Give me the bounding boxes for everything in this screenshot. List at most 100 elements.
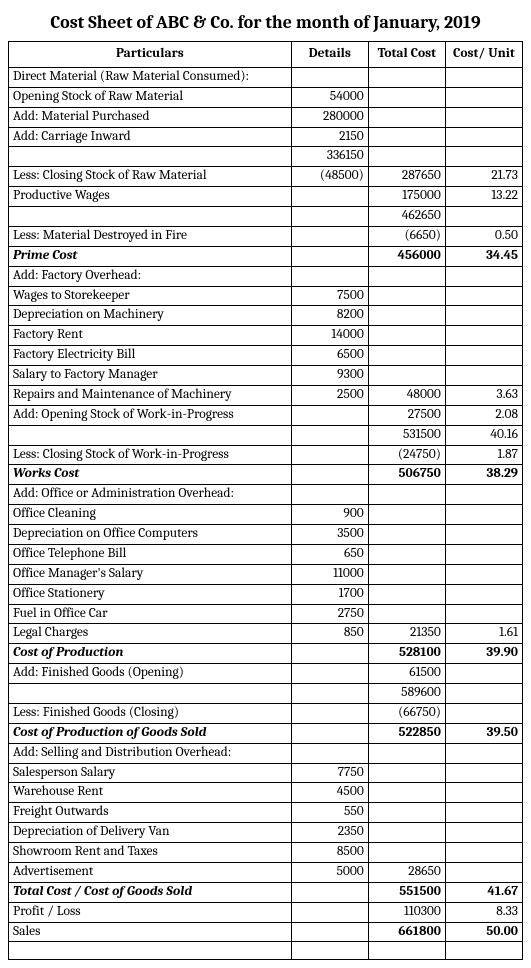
table-row: Advertisement500028650 xyxy=(9,862,523,882)
table-row: Freight Outwards550 xyxy=(9,803,523,823)
table-row: Repairs and Maintenance of Machinery2500… xyxy=(9,385,523,405)
cell-cost-unit xyxy=(445,763,522,783)
table-row: Profit / Loss1103008.33 xyxy=(9,902,523,922)
cell-total-cost xyxy=(368,266,445,286)
cell-cost-unit xyxy=(445,366,522,386)
cell-details: 8500 xyxy=(291,843,368,863)
cell-particulars: Add: Office or Administration Overhead: xyxy=(9,485,292,505)
cell-particulars: Salary to Factory Manager xyxy=(9,366,292,386)
cell-cost-unit xyxy=(445,743,522,763)
cell-details xyxy=(291,902,368,922)
table-row: Less: Material Destroyed in Fire(6650)0.… xyxy=(9,226,523,246)
cell-total-cost: 21350 xyxy=(368,624,445,644)
table-row: Productive Wages17500013.22 xyxy=(9,187,523,207)
cell-total-cost xyxy=(368,544,445,564)
table-row: Direct Material (Raw Material Consumed): xyxy=(9,67,523,87)
table-row: Office Manager's Salary11000 xyxy=(9,564,523,584)
table-row: Total Cost / Cost of Goods Sold55150041.… xyxy=(9,882,523,902)
cell-total-cost xyxy=(368,525,445,545)
cell-cost-unit xyxy=(445,664,522,684)
cell-details: (48500) xyxy=(291,167,368,187)
cell-particulars: Advertisement xyxy=(9,862,292,882)
cell-cost-unit xyxy=(445,207,522,227)
table-row: Cost of Production of Goods Sold52285039… xyxy=(9,723,523,743)
cell-particulars: Depreciation on Machinery xyxy=(9,306,292,326)
cell-details: 8200 xyxy=(291,306,368,326)
cell-particulars: Office Cleaning xyxy=(9,505,292,525)
cell-details: 280000 xyxy=(291,107,368,127)
cell-details xyxy=(291,207,368,227)
cell-total-cost xyxy=(368,763,445,783)
col-total-cost: Total Cost xyxy=(368,42,445,68)
cell-particulars: Less: Material Destroyed in Fire xyxy=(9,226,292,246)
cell-details: 850 xyxy=(291,624,368,644)
cell-particulars: Opening Stock of Raw Material xyxy=(9,87,292,107)
cell-total-cost: 110300 xyxy=(368,902,445,922)
cell-particulars: Less: Closing Stock of Raw Material xyxy=(9,167,292,187)
cell-details xyxy=(291,266,368,286)
cell-total-cost xyxy=(368,843,445,863)
cell-cost-unit xyxy=(445,564,522,584)
table-row: Wages to Storekeeper7500 xyxy=(9,286,523,306)
cell-details: 11000 xyxy=(291,564,368,584)
cell-particulars: Add: Opening Stock of Work-in-Progress xyxy=(9,405,292,425)
table-row: Office Stationery1700 xyxy=(9,584,523,604)
cell-total-cost xyxy=(368,485,445,505)
cell-total-cost xyxy=(368,505,445,525)
cell-cost-unit: 39.50 xyxy=(445,723,522,743)
cell-total-cost xyxy=(368,783,445,803)
cell-total-cost xyxy=(368,127,445,147)
cell-particulars: Prime Cost xyxy=(9,246,292,266)
table-row: Depreciation on Office Computers3500 xyxy=(9,525,523,545)
cell-cost-unit: 34.45 xyxy=(445,246,522,266)
table-row: Add: Material Purchased280000 xyxy=(9,107,523,127)
cell-particulars xyxy=(9,147,292,167)
cell-details xyxy=(291,922,368,942)
cell-particulars: Less: Closing Stock of Work-in-Progress xyxy=(9,445,292,465)
cell-total-cost: 456000 xyxy=(368,246,445,266)
cell-cost-unit: 50.00 xyxy=(445,922,522,942)
cell-total-cost xyxy=(368,942,445,960)
cell-particulars: Add: Factory Overhead: xyxy=(9,266,292,286)
cell-total-cost xyxy=(368,87,445,107)
table-row: Warehouse Rent4500 xyxy=(9,783,523,803)
cell-total-cost: 551500 xyxy=(368,882,445,902)
cell-total-cost xyxy=(368,584,445,604)
cell-particulars: Sales xyxy=(9,922,292,942)
table-row: Works Cost50675038.29 xyxy=(9,465,523,485)
cell-particulars xyxy=(9,425,292,445)
cell-cost-unit xyxy=(445,485,522,505)
table-row: Prime Cost 45600034.45 xyxy=(9,246,523,266)
cell-total-cost xyxy=(368,346,445,366)
cell-total-cost xyxy=(368,604,445,624)
cell-total-cost: (66750) xyxy=(368,703,445,723)
cell-cost-unit: 39.90 xyxy=(445,644,522,664)
cell-particulars: Cost of Production xyxy=(9,644,292,664)
cell-total-cost xyxy=(368,107,445,127)
cell-details: 2150 xyxy=(291,127,368,147)
cell-total-cost: (24750) xyxy=(368,445,445,465)
cell-total-cost: 27500 xyxy=(368,405,445,425)
cell-total-cost: 61500 xyxy=(368,664,445,684)
table-row: Salesperson Salary7750 xyxy=(9,763,523,783)
cell-cost-unit xyxy=(445,584,522,604)
cell-details: 650 xyxy=(291,544,368,564)
col-details: Details xyxy=(291,42,368,68)
cell-details xyxy=(291,425,368,445)
cell-cost-unit: 3.63 xyxy=(445,385,522,405)
cell-cost-unit: 0.50 xyxy=(445,226,522,246)
cell-details: 2750 xyxy=(291,604,368,624)
cell-total-cost: 522850 xyxy=(368,723,445,743)
cell-cost-unit xyxy=(445,684,522,704)
cell-details xyxy=(291,405,368,425)
cell-details xyxy=(291,465,368,485)
cell-total-cost xyxy=(368,743,445,763)
cell-cost-unit: 8.33 xyxy=(445,902,522,922)
cell-details: 14000 xyxy=(291,326,368,346)
cell-total-cost xyxy=(368,306,445,326)
col-cost-unit: Cost/ Unit xyxy=(445,42,522,68)
cell-details xyxy=(291,664,368,684)
table-row: Add: Carriage Inward2150 xyxy=(9,127,523,147)
cell-particulars: Warehouse Rent xyxy=(9,783,292,803)
cell-total-cost xyxy=(368,326,445,346)
